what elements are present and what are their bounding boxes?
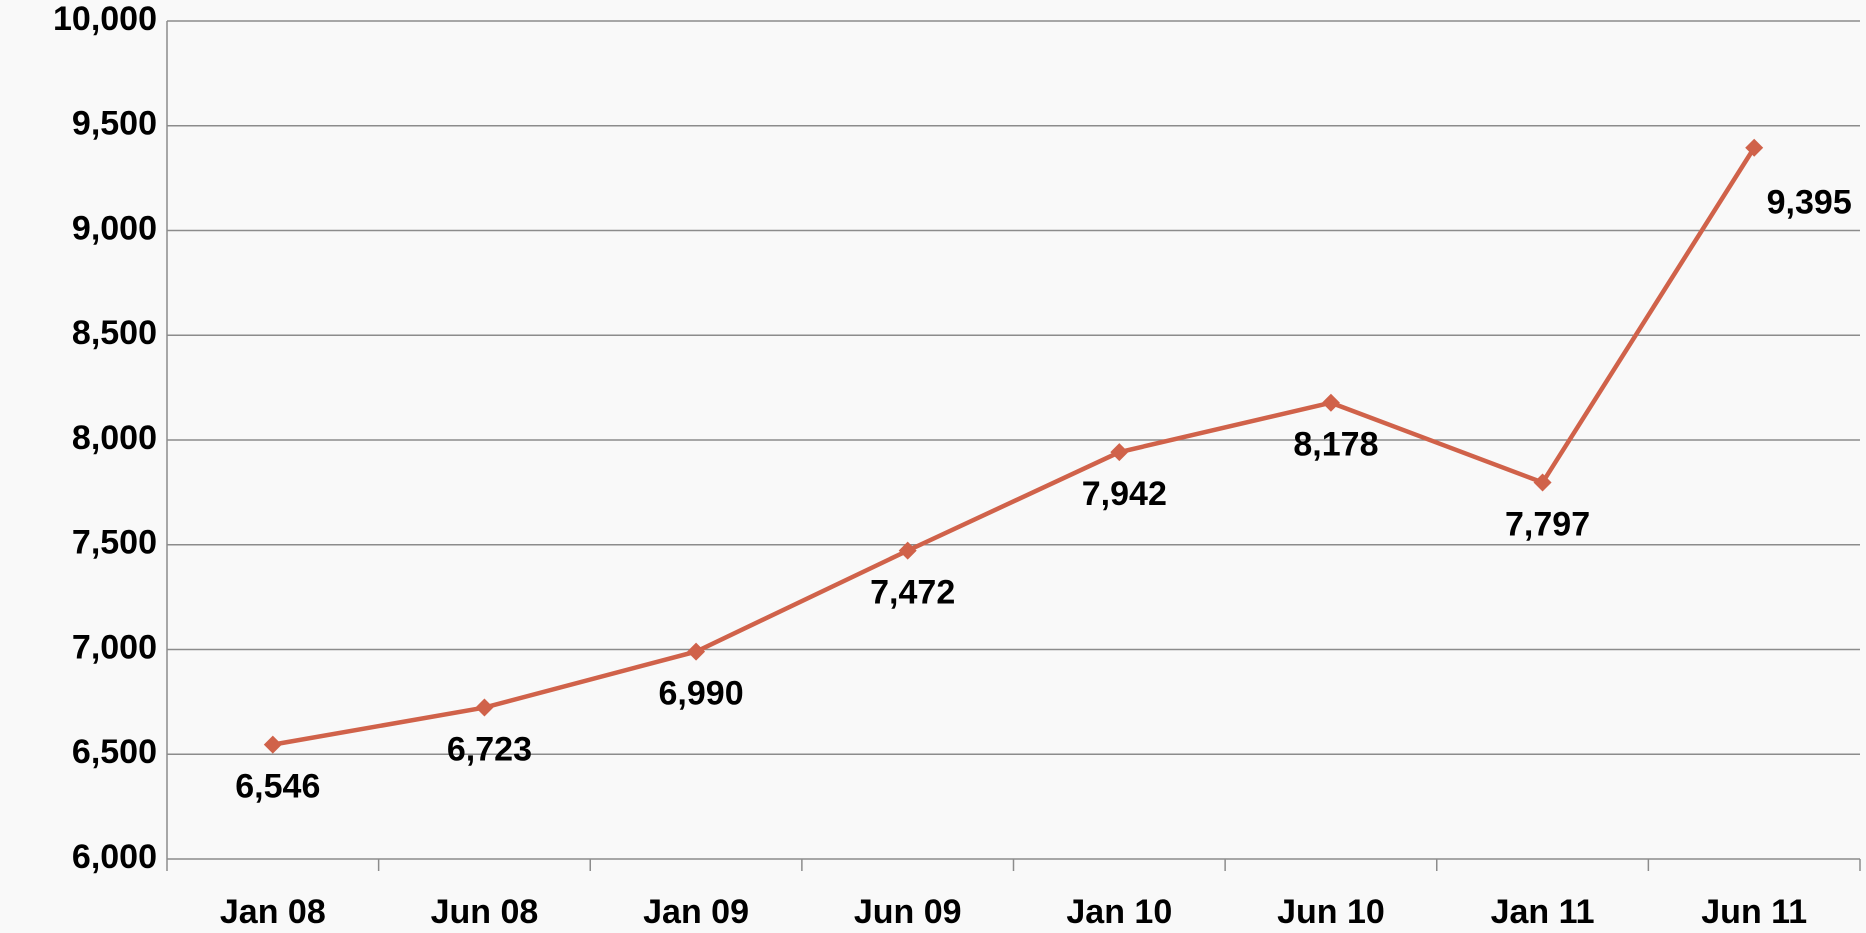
data-label: 7,942 [1082, 475, 1167, 513]
y-tick-label: 9,500 [72, 105, 157, 143]
y-tick-label: 9,000 [72, 209, 157, 247]
data-label: 8,178 [1293, 426, 1378, 464]
x-tick-label: Jun 08 [431, 893, 539, 931]
y-tick-label: 7,500 [72, 524, 157, 562]
data-point [1110, 443, 1129, 462]
line-series [272, 146, 1757, 747]
x-tick-label: Jun 11 [1701, 893, 1807, 931]
data-label: 6,990 [659, 675, 744, 713]
y-tick-label: 6,500 [72, 733, 157, 771]
data-point [263, 735, 282, 754]
y-tick-label: 8,000 [72, 419, 157, 457]
y-tick-label: 8,500 [72, 314, 157, 352]
data-label: 7,797 [1505, 506, 1590, 544]
y-tick-label: 7,000 [72, 628, 157, 666]
data-label: 6,723 [447, 731, 532, 769]
x-tick-label: Jun 10 [1277, 893, 1385, 931]
x-tick-label: Jan 09 [643, 893, 749, 931]
data-point [1533, 473, 1552, 492]
x-tick-label: Jan 11 [1491, 893, 1595, 931]
data-label: 9,395 [1767, 184, 1852, 222]
y-tick-label: 10,000 [53, 0, 157, 38]
data-point [1321, 393, 1340, 412]
x-tick-label: Jan 08 [220, 893, 326, 931]
x-tick-label: Jun 09 [854, 893, 962, 931]
x-tick-label: Jan 10 [1066, 893, 1172, 931]
data-label: 6,546 [235, 768, 320, 806]
y-tick-label: 6,000 [72, 838, 157, 876]
data-label: 7,472 [870, 574, 955, 612]
data-point [898, 541, 917, 560]
data-point [475, 698, 494, 717]
data-point [687, 642, 706, 661]
data-point [1745, 138, 1764, 157]
